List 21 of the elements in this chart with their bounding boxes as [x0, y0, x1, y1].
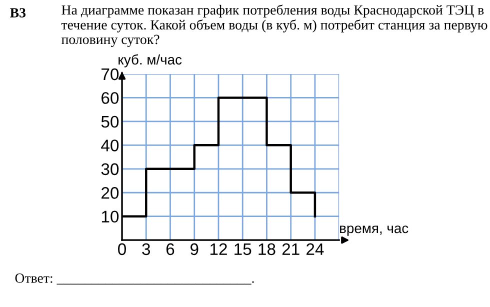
y-tick-label: 70: [102, 68, 119, 80]
x-tick-label: 6: [166, 243, 174, 256]
x-tick-label: 0: [118, 243, 126, 256]
x-axis-title: время, час: [340, 226, 408, 236]
x-tick-label: 9: [190, 243, 198, 256]
y-tick-label: 10: [102, 210, 119, 223]
y-tick-label: 50: [101, 116, 119, 128]
x-tick-label: 3: [142, 243, 150, 256]
y-tick-label: 30: [101, 163, 119, 176]
chart-title: На диаграмме показан график потребления воды Краснодарской ТЭЦ в течение суток. Какой объем воды (в куб. м) потребит станция за первую половину суток?: [61, 4, 488, 47]
x-tick-label: 21: [282, 243, 300, 255]
x-tick-label: 15: [234, 243, 252, 256]
text: B3: [10, 8, 26, 18]
x-tick-label: 18: [258, 243, 276, 256]
y-axis-title: куб. м/час: [118, 54, 182, 68]
text: Ответ: ____________________________.: [15, 274, 254, 284]
x-tick-label: 24: [306, 243, 324, 255]
y-tick-label: 20: [102, 187, 119, 199]
y-tick-label: 40: [101, 140, 119, 152]
x-tick-label: 12: [210, 243, 227, 255]
y-tick-label: 60: [102, 92, 119, 104]
